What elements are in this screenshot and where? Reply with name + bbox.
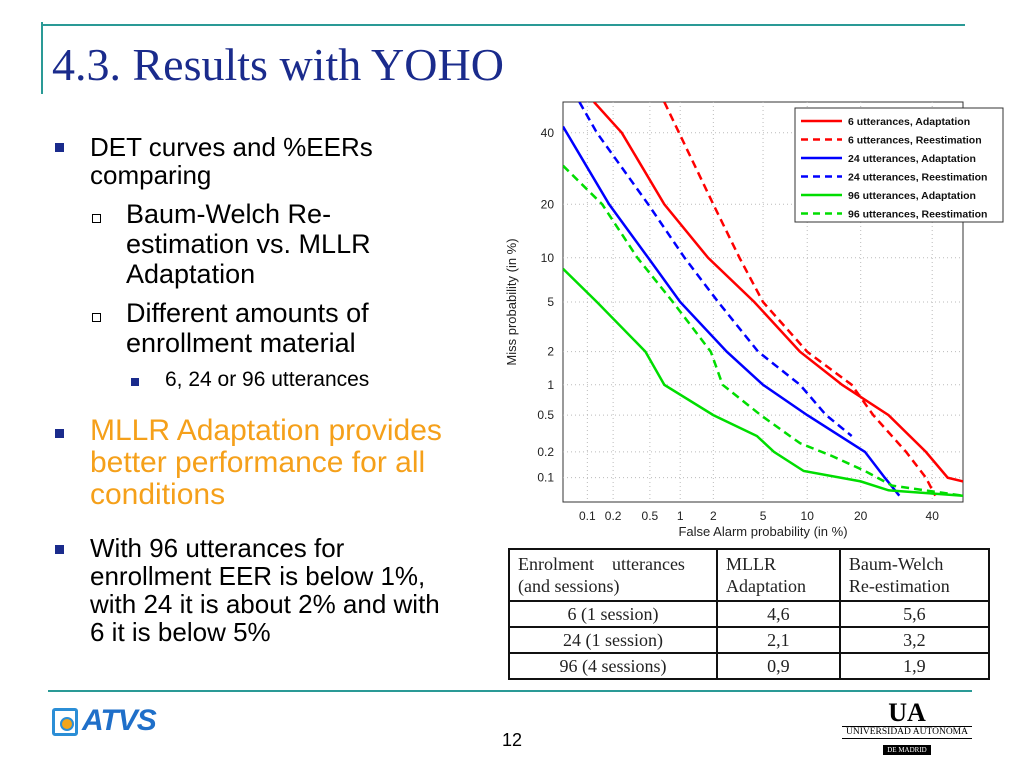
atvs-logo-text: ATVS: [82, 704, 157, 737]
page-title: 4.3. Results with YOHO: [52, 39, 504, 90]
text-line: better performance for all: [90, 446, 426, 479]
bullet-square-icon: [55, 429, 64, 438]
x-tick-label: 40: [926, 509, 940, 523]
text-line: enrollment material: [126, 328, 356, 358]
legend-label: 24 utterances, Adaptation: [848, 153, 976, 165]
text-line: DET curves and %EERs: [90, 132, 373, 162]
table-row: 6 (1 session) 4,6 5,6: [508, 600, 991, 628]
table-row: 96 (4 sessions) 0,9 1,9: [508, 652, 991, 680]
x-axis-label: False Alarm probability (in %): [678, 524, 847, 539]
table-row: 24 (1 session) 2,1 3,2: [508, 626, 991, 654]
text-line: Baum-Welch Re-: [126, 199, 332, 229]
x-tick-label: 0.1: [579, 509, 596, 523]
x-tick-label: 10: [801, 509, 815, 523]
y-tick-label: 0.5: [537, 408, 554, 422]
y-tick-label: 20: [541, 197, 555, 211]
det-curve-1: [593, 102, 963, 483]
legend-label: 96 utterances, Reestimation: [848, 209, 987, 221]
legend-label: 6 utterances, Reestimation: [848, 135, 982, 147]
atvs-logo: ATVS: [52, 704, 162, 742]
det-curve-3: [563, 125, 901, 497]
bullet-eer-summary: With 96 utterances for enrollment EER is…: [90, 534, 440, 646]
sub-bullet-icon: [92, 313, 101, 322]
header-line: Baum-Welch: [848, 554, 944, 574]
table-cell: 24 (1 session): [508, 626, 718, 654]
bullet-det-curves: DET curves and %EERs comparing: [90, 133, 373, 189]
text-line: MLLR Adaptation provides: [90, 414, 442, 447]
sub-bullet-amounts: Different amounts of enrollment material: [126, 298, 369, 358]
x-tick-label: 5: [760, 509, 767, 523]
det-curve-6: [563, 164, 963, 497]
det-curve-2: [663, 102, 937, 497]
text-line: Adaptation: [126, 259, 256, 289]
page-number: 12: [502, 730, 523, 750]
y-tick-label: 1: [547, 378, 554, 392]
sub-bullet-baum-welch: Baum-Welch Re- estimation vs. MLLR Adapt…: [126, 199, 371, 289]
atvs-logo-icon: [52, 708, 78, 736]
y-axis-label: Miss probability (in %): [504, 238, 519, 365]
table-cell: 96 (4 sessions): [508, 652, 718, 680]
y-tick-label: 40: [541, 126, 555, 140]
legend-label: 24 utterances, Reestimation: [848, 172, 987, 184]
y-tick-label: 2: [547, 345, 554, 359]
uam-logo-name: UNIVERSIDAD AUTONOMA: [842, 726, 972, 739]
sub-sub-bullet-utterances: 6, 24 or 96 utterances: [165, 368, 370, 391]
title-accent-vertical: [41, 22, 43, 94]
uam-logo-mark: UA: [888, 698, 926, 727]
text-line: enrollment EER is below 1%,: [90, 561, 426, 591]
header-line: Adaptation: [726, 576, 806, 596]
sub-sub-bullet-icon: [131, 378, 139, 386]
footer-divider: [48, 690, 972, 692]
bullet-square-icon: [55, 143, 64, 152]
header-mllr: MLLR Adaptation: [716, 548, 841, 602]
text-line: 6 it is below 5%: [90, 617, 271, 647]
bullet-square-icon: [55, 545, 64, 554]
table-cell: 4,6: [716, 600, 841, 628]
legend-label: 96 utterances, Adaptation: [848, 190, 976, 202]
text-line: With 96 utterances for: [90, 533, 345, 563]
table-cell: 5,6: [838, 600, 991, 628]
y-tick-label: 0.1: [537, 471, 554, 485]
text-line: conditions: [90, 478, 226, 511]
y-tick-label: 5: [547, 295, 554, 309]
x-tick-label: 0.2: [605, 509, 622, 523]
header-baum-welch: Baum-Welch Re-estimation: [838, 548, 991, 602]
chart-legend: 6 utterances, Adaptation 6 utterances, Re…: [794, 107, 1004, 223]
table-cell: 3,2: [838, 626, 991, 654]
bullet-mllr-highlight: MLLR Adaptation provides better performa…: [90, 415, 442, 511]
x-tick-label: 2: [710, 509, 717, 523]
header-line: (and sessions): [518, 576, 620, 596]
y-tick-label: 0.2: [537, 445, 554, 459]
eer-table: Enrolment utterances (and sessions) MLLR A…: [508, 548, 991, 680]
table-cell: 0,9: [716, 652, 841, 680]
header-line: Enrolment utterances: [518, 554, 685, 574]
y-tick-label: 10: [541, 251, 555, 265]
uam-logo-madrid: DE MADRID: [883, 745, 931, 755]
sub-bullet-icon: [92, 214, 101, 223]
atvs-logo-eye: [60, 717, 74, 731]
table-cell: 6 (1 session): [508, 600, 718, 628]
table-cell: 2,1: [716, 626, 841, 654]
uam-logo: UA UNIVERSIDAD AUTONOMA DE MADRID: [842, 698, 972, 755]
text-line: comparing: [90, 160, 212, 190]
x-tick-label: 1: [677, 509, 684, 523]
table-cell: 1,9: [838, 652, 991, 680]
legend-label: 6 utterances, Adaptation: [848, 116, 970, 128]
title-accent-horizontal: [41, 24, 965, 26]
header-enrolment: Enrolment utterances (and sessions): [508, 548, 718, 602]
header-line: MLLR: [726, 554, 777, 574]
legend-box: [794, 107, 1004, 223]
x-tick-label: 20: [854, 509, 868, 523]
header-line: Re-estimation: [848, 576, 950, 596]
text-line: with 24 it is about 2% and with: [90, 589, 440, 619]
table-header-row: Enrolment utterances (and sessions) MLLR A…: [508, 548, 991, 602]
text-line: Different amounts of: [126, 298, 369, 328]
text-line: estimation vs. MLLR: [126, 229, 371, 259]
det-curve-5: [563, 267, 963, 497]
x-tick-label: 0.5: [642, 509, 659, 523]
